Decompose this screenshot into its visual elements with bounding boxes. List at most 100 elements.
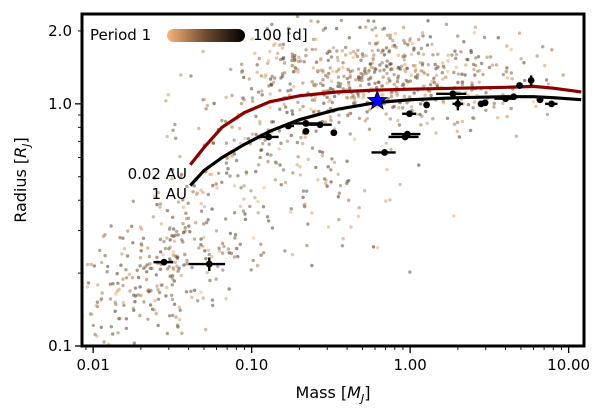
population-point [190, 295, 194, 299]
population-point [239, 186, 243, 190]
population-point [172, 227, 176, 231]
population-point [427, 90, 432, 94]
population-point [279, 183, 283, 187]
population-point [368, 62, 372, 66]
population-point [296, 100, 300, 105]
population-point [505, 44, 509, 48]
population-point [238, 242, 242, 246]
population-point [98, 248, 102, 253]
population-point [131, 241, 135, 245]
population-point [170, 283, 174, 287]
population-point [334, 26, 339, 31]
population-point [269, 153, 273, 157]
population-point [278, 88, 282, 93]
population-point [340, 244, 345, 248]
population-point [356, 48, 360, 52]
population-point [159, 283, 163, 287]
population-point [454, 56, 458, 61]
population-point [297, 55, 301, 59]
population-point [181, 198, 185, 202]
population-point [167, 314, 172, 318]
population-point [346, 67, 350, 71]
population-point [481, 72, 485, 77]
population-point [329, 79, 334, 83]
population-point [460, 80, 465, 84]
population-point [488, 55, 493, 59]
measured-planet [305, 121, 332, 129]
population-point [299, 59, 303, 63]
population-point [336, 58, 340, 63]
population-point [156, 297, 161, 301]
population-point [306, 157, 310, 162]
population-point [233, 236, 237, 240]
population-point [336, 195, 340, 199]
population-point [310, 47, 315, 52]
population-point [397, 65, 401, 70]
population-point [358, 25, 362, 30]
population-point [117, 287, 121, 292]
population-point [391, 105, 395, 110]
population-point [172, 302, 177, 306]
population-point [195, 192, 199, 196]
population-point [415, 76, 419, 80]
population-point [421, 52, 426, 57]
population-point [303, 135, 307, 139]
population-point [531, 100, 535, 104]
population-point [224, 141, 229, 145]
population-point [199, 243, 203, 247]
population-point [466, 102, 471, 107]
population-point [277, 37, 281, 41]
population-point [492, 101, 496, 106]
x-tick-label: 1.00 [393, 356, 426, 374]
x-axis-ticks: 0.01 0.10 1.00 10.00 [76, 347, 590, 374]
population-point [99, 325, 104, 329]
population-point [158, 205, 162, 209]
population-point [496, 116, 500, 120]
measured-planet [436, 90, 467, 98]
population-point [267, 142, 271, 146]
population-point [356, 67, 361, 71]
population-point [389, 147, 393, 151]
population-point [541, 45, 545, 49]
population-point [310, 263, 314, 268]
population-point [419, 46, 424, 51]
population-point [224, 161, 229, 165]
population-point [154, 312, 158, 316]
population-point [325, 95, 329, 100]
population-point [359, 58, 363, 62]
population-point [302, 60, 306, 64]
population-point [455, 120, 460, 125]
population-point [270, 74, 274, 79]
population-point [440, 61, 445, 65]
population-point [251, 258, 255, 263]
population-point [147, 290, 151, 294]
population-point [280, 74, 285, 78]
data-point [316, 121, 324, 129]
population-point [534, 104, 538, 109]
population-point [471, 106, 475, 110]
population-point [317, 109, 321, 114]
population-point [357, 206, 361, 210]
population-point [504, 69, 508, 74]
population-point [340, 49, 345, 53]
population-point [118, 236, 122, 240]
population-point [164, 294, 168, 298]
population-point [381, 75, 385, 79]
colorbar-max-label: 100 [d] [253, 26, 308, 44]
population-point [509, 71, 513, 75]
population-point [217, 246, 221, 250]
population-point [299, 135, 303, 140]
data-point [302, 127, 310, 135]
population-point [170, 274, 175, 278]
population-point [109, 224, 113, 228]
population-point [446, 53, 450, 57]
population-point [408, 37, 412, 41]
measured-planet [256, 133, 279, 141]
population-point [199, 290, 203, 294]
population-point [425, 121, 429, 126]
population-point [184, 290, 189, 294]
population-point [456, 34, 460, 38]
population-point [105, 270, 109, 274]
population-point [121, 277, 125, 281]
population-point [452, 70, 456, 75]
